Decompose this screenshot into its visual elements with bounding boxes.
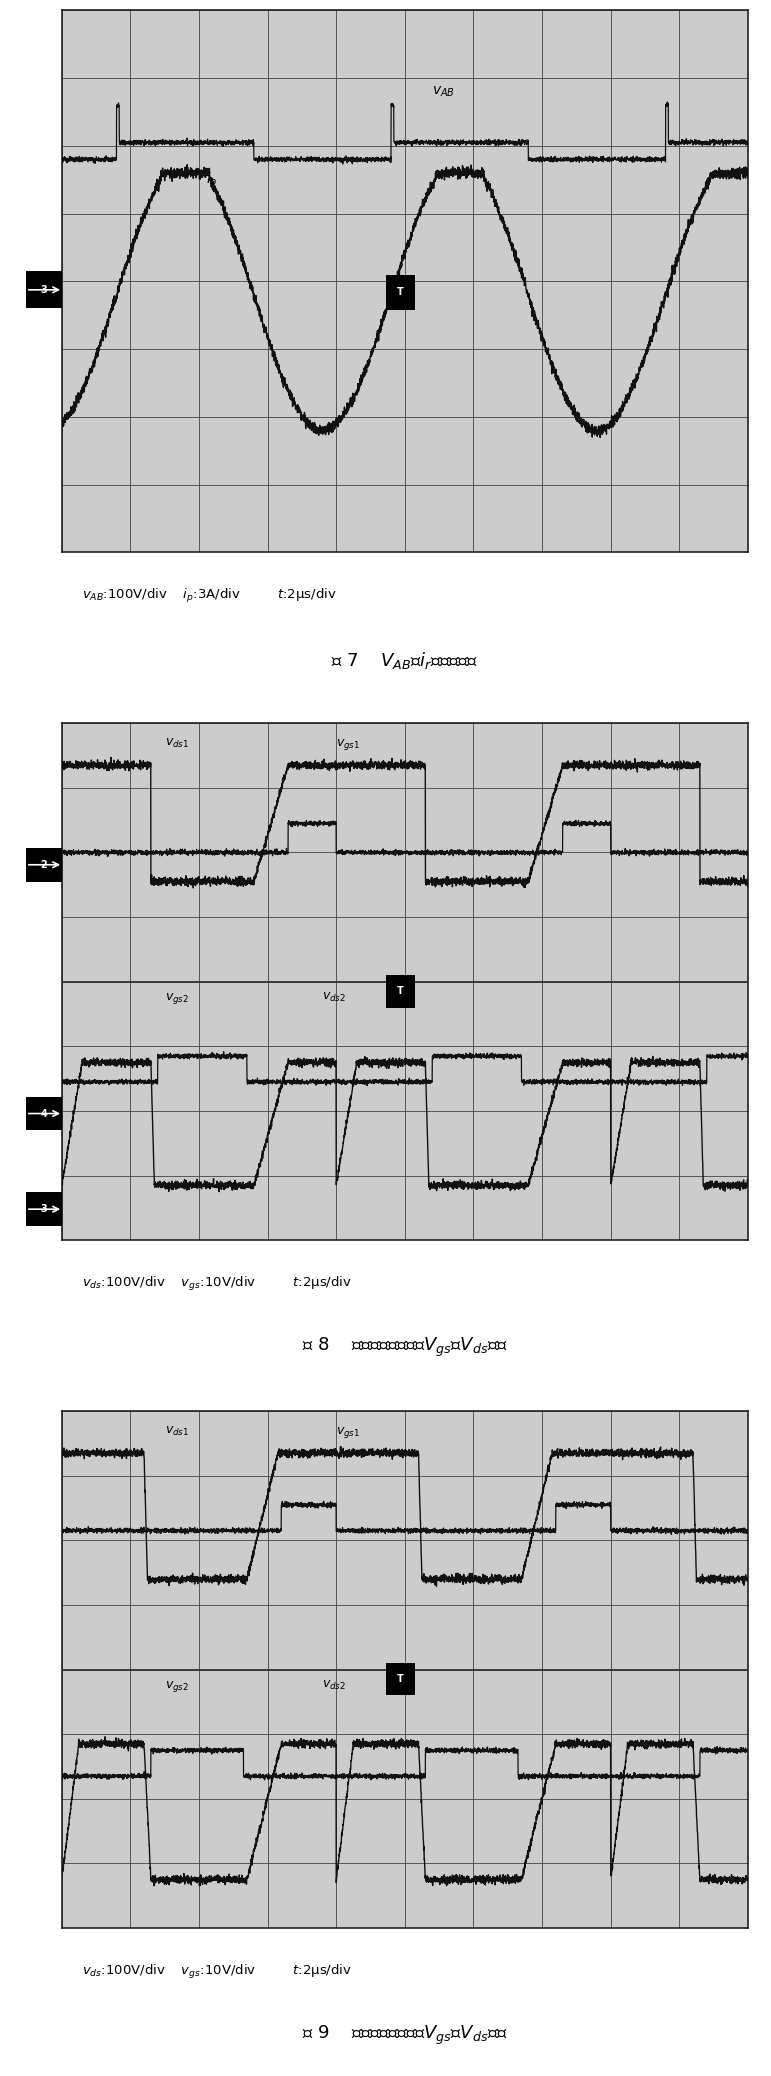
- FancyBboxPatch shape: [26, 1192, 62, 1227]
- Text: $v_{gs1}$: $v_{gs1}$: [336, 1424, 360, 1441]
- FancyBboxPatch shape: [26, 1096, 62, 1129]
- FancyBboxPatch shape: [26, 272, 62, 309]
- FancyBboxPatch shape: [386, 976, 415, 1007]
- Text: $v_{AB}$: $v_{AB}$: [433, 85, 455, 100]
- Text: 3: 3: [40, 284, 47, 295]
- Text: $v_{ds2}$: $v_{ds2}$: [322, 1679, 346, 1692]
- Text: T: T: [397, 1673, 404, 1684]
- Text: $v_{gs2}$: $v_{gs2}$: [165, 990, 189, 1007]
- Text: T: T: [397, 986, 404, 996]
- Text: $v_{ds}$:100V/div    $v_{gs}$:10V/div         $t$:2μs/div: $v_{ds}$:100V/div $v_{gs}$:10V/div $t$:2…: [82, 1964, 352, 1981]
- FancyBboxPatch shape: [26, 847, 62, 882]
- FancyBboxPatch shape: [386, 1663, 415, 1696]
- Text: $v_{ds1}$: $v_{ds1}$: [165, 1424, 189, 1439]
- Text: $v_{gs1}$: $v_{gs1}$: [336, 737, 360, 752]
- Text: $v_{AB}$:100V/div    $i_p$:3A/div         $t$:2μs/div: $v_{AB}$:100V/div $i_p$:3A/div $t$:2μs/d…: [82, 588, 337, 606]
- FancyBboxPatch shape: [386, 274, 415, 309]
- Text: $i_p$: $i_p$: [206, 170, 217, 189]
- Text: 4: 4: [40, 1109, 47, 1119]
- Text: 3: 3: [40, 1204, 47, 1214]
- Text: T: T: [397, 286, 404, 297]
- Text: 图 8    满载时两主开关的$V_{gs}$和$V_{ds}$波形: 图 8 满载时两主开关的$V_{gs}$和$V_{ds}$波形: [302, 1335, 507, 1360]
- Text: $v_{ds2}$: $v_{ds2}$: [322, 990, 346, 1005]
- Text: 2: 2: [40, 859, 47, 870]
- Text: $v_{ds}$:100V/div    $v_{gs}$:10V/div         $t$:2μs/div: $v_{ds}$:100V/div $v_{gs}$:10V/div $t$:2…: [82, 1275, 352, 1293]
- Text: $v_{gs2}$: $v_{gs2}$: [165, 1679, 189, 1694]
- Text: 图 7    $V_{AB}$和$i_r$的实验波形: 图 7 $V_{AB}$和$i_r$的实验波形: [332, 650, 478, 671]
- Text: $v_{ds1}$: $v_{ds1}$: [165, 737, 189, 749]
- Text: 图 9    轻载时两主开关的$V_{gs}$和$V_{ds}$波形: 图 9 轻载时两主开关的$V_{gs}$和$V_{ds}$波形: [302, 2024, 507, 2047]
